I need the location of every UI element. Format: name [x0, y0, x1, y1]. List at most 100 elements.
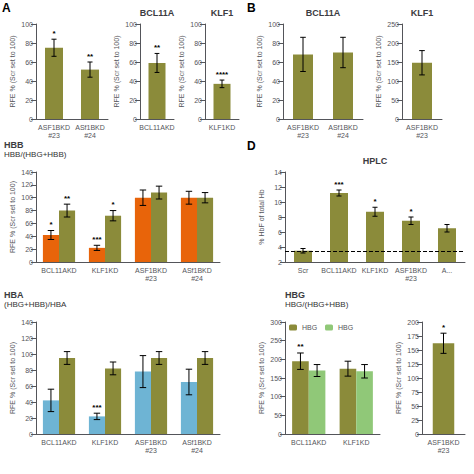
svg-text:***: *** [92, 235, 102, 244]
svg-text:HBG/(HBG+HBB): HBG/(HBG+HBB) [285, 300, 349, 309]
svg-text:***: *** [334, 180, 344, 189]
svg-text:150: 150 [270, 375, 282, 382]
svg-text:200: 200 [270, 356, 282, 363]
svg-text:0: 0 [395, 116, 399, 123]
svg-text:ASF1BKD: ASF1BKD [406, 124, 438, 131]
svg-text:*: * [373, 197, 377, 206]
svg-text:HBB: HBB [4, 140, 24, 150]
svg-text:0: 0 [278, 431, 282, 438]
svg-text:HBG: HBG [285, 290, 305, 300]
svg-text:20: 20 [25, 97, 33, 104]
svg-text:6: 6 [278, 229, 282, 236]
svg-text:80: 80 [25, 40, 33, 47]
svg-text:RFE % (Scr set to 100): RFE % (Scr set to 100) [9, 181, 17, 253]
svg-text:60: 60 [129, 59, 137, 66]
svg-text:ASf1BKD: ASf1BKD [182, 267, 212, 274]
svg-text:300: 300 [270, 319, 282, 326]
svg-text:80: 80 [129, 40, 137, 47]
svg-text:KLF1: KLF1 [211, 8, 234, 18]
svg-text:100: 100 [407, 375, 419, 382]
svg-text:20: 20 [272, 97, 280, 104]
svg-text:*: * [52, 29, 56, 38]
svg-text:BCL11AKD: BCL11AKD [321, 267, 356, 274]
svg-text:#23: #23 [145, 275, 157, 282]
svg-text:120: 120 [21, 181, 33, 188]
svg-text:100: 100 [190, 21, 202, 28]
svg-text:KLF1KD: KLF1KD [92, 267, 118, 274]
svg-text:BCL11A: BCL11A [306, 8, 341, 18]
svg-text:60: 60 [25, 220, 33, 227]
svg-text:KLF1KD: KLF1KD [92, 439, 118, 446]
svg-text:RFE % (Scr set to 100): RFE % (Scr set to 100) [256, 36, 264, 108]
svg-text:KLF1KD: KLF1KD [209, 124, 235, 131]
svg-text:ASF1BKD: ASF1BKD [38, 124, 70, 131]
svg-text:HPLC: HPLC [363, 156, 388, 166]
svg-text:20: 20 [25, 415, 33, 422]
svg-text:120: 120 [21, 335, 33, 342]
svg-text:60: 60 [272, 59, 280, 66]
svg-text:ASf1BKD: ASf1BKD [75, 124, 105, 131]
svg-text:HBA: HBA [4, 290, 24, 300]
svg-text:RFE % (Scr set to 100): RFE % (Scr set to 100) [178, 36, 186, 108]
svg-text:#24: #24 [191, 275, 203, 282]
svg-text:100: 100 [125, 21, 137, 28]
svg-text:60: 60 [25, 383, 33, 390]
svg-text:0: 0 [29, 116, 33, 123]
svg-text:140: 140 [21, 169, 33, 176]
svg-text:BCL11AKD: BCL11AKD [139, 124, 174, 131]
svg-text:ASf1BKD: ASf1BKD [182, 439, 212, 446]
svg-text:BCL11AKD: BCL11AKD [41, 267, 76, 274]
svg-text:Scr: Scr [298, 267, 309, 274]
svg-text:RFE % (Scr set to 100): RFE % (Scr set to 100) [113, 36, 121, 108]
svg-text:10: 10 [274, 199, 282, 206]
svg-text:#23: #23 [405, 275, 417, 282]
svg-text:#24: #24 [191, 447, 203, 454]
svg-text:250: 250 [387, 21, 399, 28]
svg-text:100: 100 [21, 351, 33, 358]
svg-text:14: 14 [274, 169, 282, 176]
svg-text:0: 0 [29, 259, 33, 266]
svg-text:#23: #23 [145, 447, 157, 454]
svg-text:**: ** [64, 194, 71, 203]
svg-text:B: B [247, 1, 256, 15]
svg-text:25: 25 [411, 417, 419, 424]
svg-text:50: 50 [391, 97, 399, 104]
svg-text:0: 0 [198, 116, 202, 123]
svg-text:*: * [442, 323, 446, 332]
svg-text:***: *** [92, 403, 102, 412]
svg-text:KLF1KD: KLF1KD [343, 439, 369, 446]
svg-text:ASF1BKD: ASF1BKD [135, 267, 167, 274]
svg-text:100: 100 [387, 78, 399, 85]
svg-text:BCL11AKD: BCL11AKD [291, 439, 326, 446]
svg-text:250: 250 [270, 337, 282, 344]
svg-text:0: 0 [415, 431, 419, 438]
svg-text:RFE % (Scr set to 100): RFE % (Scr set to 100) [9, 342, 17, 414]
svg-text:100: 100 [268, 21, 280, 28]
svg-text:4: 4 [278, 244, 282, 251]
svg-text:HBB/(HBG+HBB): HBB/(HBG+HBB) [4, 150, 67, 159]
svg-text:RFE % (Scr set to 100): RFE % (Scr set to 100) [258, 342, 266, 414]
svg-text:60: 60 [25, 59, 33, 66]
svg-text:#23: #23 [438, 447, 450, 454]
svg-text:75: 75 [411, 389, 419, 396]
svg-text:8: 8 [278, 214, 282, 221]
svg-text:BCL11AKD: BCL11AKD [41, 439, 76, 446]
svg-text:80: 80 [194, 40, 202, 47]
svg-text:0: 0 [29, 431, 33, 438]
svg-text:*: * [409, 207, 413, 216]
svg-text:BCL11A: BCL11A [140, 8, 175, 18]
svg-text:0: 0 [133, 116, 137, 123]
svg-text:*: * [111, 200, 115, 209]
svg-text:RFE % (Scr set to 100): RFE % (Scr set to 100) [395, 342, 403, 414]
svg-text:HBG: HBG [302, 324, 317, 331]
svg-text:(HBG+HBB)/HBA: (HBG+HBB)/HBA [4, 300, 67, 309]
svg-text:KLF1KD: KLF1KD [362, 267, 388, 274]
svg-text:80: 80 [25, 367, 33, 374]
svg-text:100: 100 [270, 393, 282, 400]
svg-text:50: 50 [411, 403, 419, 410]
svg-text:**: ** [87, 52, 94, 61]
svg-text:200: 200 [387, 40, 399, 47]
svg-text:**: ** [154, 43, 161, 52]
svg-text:ASf1BKD: ASf1BKD [328, 124, 358, 131]
svg-text:40: 40 [25, 233, 33, 240]
